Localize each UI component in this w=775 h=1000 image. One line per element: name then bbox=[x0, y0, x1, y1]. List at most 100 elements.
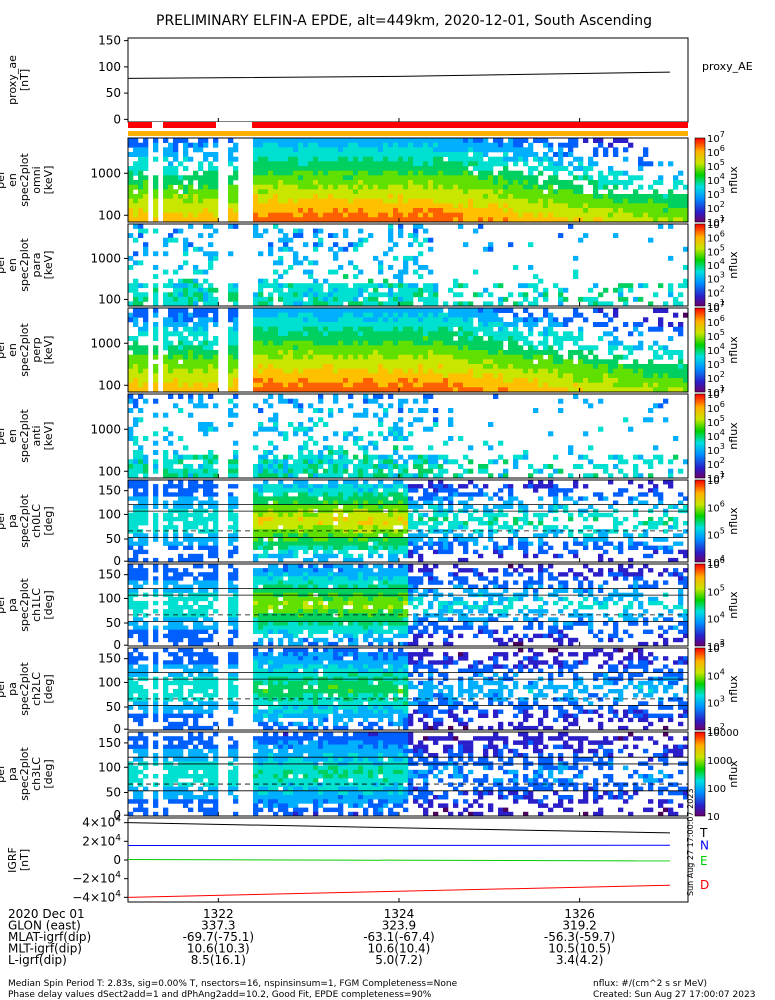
heatmap-cell bbox=[263, 512, 269, 518]
heatmap-cell bbox=[463, 203, 469, 209]
heatmap-cell bbox=[483, 203, 489, 209]
heatmap-cell bbox=[353, 312, 359, 318]
heatmap-cell bbox=[428, 147, 434, 153]
heatmap-cell bbox=[488, 445, 494, 451]
heatmap-cell bbox=[423, 161, 429, 167]
heatmap-cell bbox=[133, 354, 139, 360]
heatmap-cell bbox=[343, 170, 349, 176]
heatmap-cell bbox=[328, 459, 334, 465]
heatmap-cell bbox=[153, 398, 159, 404]
heatmap-cell bbox=[343, 450, 349, 455]
heatmap-cell bbox=[453, 194, 459, 199]
heatmap-cell bbox=[533, 208, 539, 213]
heatmap-cell bbox=[173, 350, 179, 355]
heatmap-cell bbox=[473, 156, 479, 162]
heatmap-cell bbox=[568, 364, 574, 369]
heatmap-cell bbox=[258, 354, 264, 360]
heatmap-cell bbox=[523, 189, 529, 195]
heatmap-cell bbox=[303, 440, 309, 446]
heatmap-cell bbox=[488, 161, 494, 167]
heatmap-cell bbox=[308, 521, 314, 526]
heatmap-cell bbox=[453, 161, 459, 167]
heatmap-cell bbox=[303, 156, 309, 162]
heatmap-cell bbox=[198, 468, 204, 474]
heatmap-cell bbox=[208, 492, 214, 497]
heatmap-cell bbox=[263, 496, 269, 501]
heatmap-cell bbox=[523, 350, 529, 355]
heatmap-cell bbox=[498, 208, 504, 213]
heatmap-cell bbox=[253, 296, 259, 302]
heatmap-cell bbox=[268, 308, 274, 313]
heatmap-cell bbox=[153, 312, 159, 318]
heatmap-cell bbox=[343, 464, 349, 469]
heatmap-cell bbox=[208, 345, 214, 351]
heatmap-cell bbox=[253, 350, 259, 355]
heatmap-cell bbox=[363, 350, 369, 355]
heatmap-cell bbox=[518, 198, 524, 204]
heatmap-cell bbox=[283, 468, 289, 474]
heatmap-cell bbox=[383, 436, 389, 441]
heatmap-cell bbox=[258, 161, 264, 167]
heatmap-cell bbox=[178, 500, 184, 505]
heatmap-cell bbox=[288, 541, 294, 546]
heatmap-cell bbox=[208, 549, 214, 555]
heatmap-cell bbox=[323, 468, 329, 474]
heatmap-cell bbox=[478, 364, 484, 369]
heatmap-cell bbox=[528, 326, 534, 332]
heatmap-cell bbox=[198, 350, 204, 355]
heatmap-cell bbox=[288, 382, 294, 388]
heatmap-cell bbox=[488, 378, 494, 383]
heatmap-cell bbox=[183, 287, 189, 293]
heatmap-cell bbox=[153, 368, 159, 374]
heatmap-cell bbox=[358, 170, 364, 176]
heatmap-cell bbox=[128, 317, 134, 323]
heatmap-cell bbox=[298, 198, 304, 204]
heatmap-cell bbox=[458, 308, 464, 313]
heatmap-cell bbox=[163, 459, 169, 465]
heatmap-cell bbox=[578, 331, 584, 337]
heatmap-cell bbox=[433, 189, 439, 195]
heatmap-cell bbox=[513, 184, 519, 190]
heatmap-cell bbox=[588, 296, 594, 302]
heatmap-cell bbox=[298, 322, 304, 327]
heatmap-cell bbox=[598, 170, 604, 176]
heatmap-cell bbox=[348, 354, 354, 360]
heatmap-cell bbox=[143, 317, 149, 323]
heatmap-cell bbox=[188, 500, 194, 505]
heatmap-cell bbox=[333, 180, 339, 185]
heatmap-cell bbox=[163, 412, 169, 418]
heatmap-cell bbox=[508, 373, 514, 379]
heatmap-cell bbox=[318, 373, 324, 379]
heatmap-cell bbox=[663, 398, 669, 404]
heatmap-cell bbox=[348, 138, 354, 143]
heatmap-cell bbox=[373, 180, 379, 185]
heatmap-cell bbox=[428, 246, 434, 252]
heatmap-cell bbox=[303, 283, 309, 289]
heatmap-cell bbox=[348, 326, 354, 332]
heatmap-cell bbox=[203, 278, 209, 284]
heatmap-cell bbox=[283, 431, 289, 437]
heatmap-cell bbox=[433, 170, 439, 176]
heatmap-cell bbox=[528, 378, 534, 383]
heatmap-cell bbox=[373, 364, 379, 369]
heatmap-cell bbox=[273, 180, 279, 185]
heatmap-cell bbox=[308, 345, 314, 351]
heatmap-cell bbox=[533, 166, 539, 171]
heatmap-cell bbox=[378, 459, 384, 465]
heatmap-cell bbox=[603, 312, 609, 318]
heatmap-cell bbox=[163, 251, 169, 257]
heatmap-cell bbox=[203, 292, 209, 298]
heatmap-cell bbox=[378, 387, 384, 393]
heatmap-cell bbox=[388, 331, 394, 337]
heatmap-cell bbox=[188, 382, 194, 388]
heatmap-cell bbox=[288, 287, 294, 293]
heatmap-cell bbox=[478, 378, 484, 383]
heatmap-cell bbox=[358, 161, 364, 167]
heatmap-cell bbox=[168, 180, 174, 185]
heatmap-cell bbox=[333, 255, 339, 261]
heatmap-cell bbox=[143, 296, 149, 302]
heatmap-cell bbox=[428, 170, 434, 176]
heatmap-cell bbox=[513, 170, 519, 176]
heatmap-cell bbox=[398, 233, 404, 238]
heatmap-cell bbox=[413, 175, 419, 181]
